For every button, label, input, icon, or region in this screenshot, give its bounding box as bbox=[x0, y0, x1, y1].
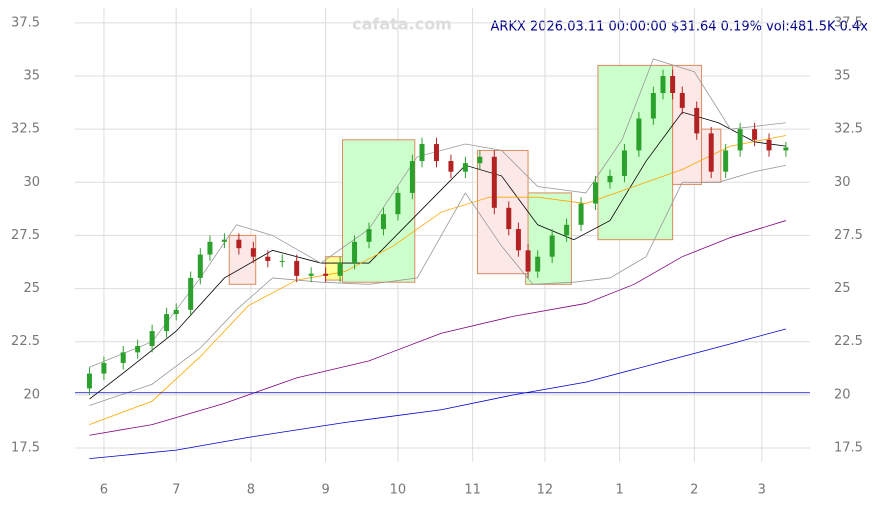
candle-body bbox=[135, 345, 141, 353]
y-tick-label: 20 bbox=[23, 387, 40, 402]
y-tick-label: 30 bbox=[23, 175, 40, 190]
indicator-line bbox=[89, 328, 787, 460]
candle-body bbox=[265, 256, 271, 261]
candle-body bbox=[737, 129, 743, 151]
candle-body bbox=[419, 144, 425, 162]
candle-body bbox=[221, 239, 227, 242]
candle-body bbox=[766, 139, 772, 151]
zone bbox=[525, 192, 572, 285]
candle-body bbox=[564, 224, 570, 236]
candle-body bbox=[578, 203, 584, 225]
candle-body bbox=[197, 254, 203, 278]
y-tick-label: 17.5 bbox=[834, 440, 863, 455]
candle-body bbox=[323, 273, 329, 276]
y-tick-label: 32.5 bbox=[11, 122, 40, 137]
candle-body bbox=[250, 248, 256, 257]
y-tick-label: 27.5 bbox=[11, 228, 40, 243]
indicator-line bbox=[89, 135, 786, 425]
x-tick-label: 12 bbox=[537, 483, 554, 498]
candle-body bbox=[694, 107, 700, 134]
candle-body bbox=[621, 150, 627, 176]
candle-body bbox=[448, 161, 454, 172]
candle-body bbox=[207, 241, 213, 255]
y-tick-label: 20 bbox=[834, 387, 851, 402]
candle-body bbox=[462, 163, 468, 172]
candle-body bbox=[173, 309, 179, 315]
watermark: cafata.com bbox=[352, 15, 452, 34]
candle-body bbox=[236, 239, 242, 249]
candle-body bbox=[783, 147, 789, 151]
y-tick-label: 25 bbox=[23, 281, 40, 296]
chart-title: ARKX 2026.03.11 00:00:00 $31.64 0.19% vo… bbox=[490, 20, 868, 35]
candle-body bbox=[366, 229, 372, 242]
x-tick-label: 3 bbox=[758, 483, 766, 498]
candle-body bbox=[636, 118, 642, 151]
x-tick-label: 8 bbox=[247, 483, 255, 498]
candle-body bbox=[593, 182, 599, 204]
zone bbox=[228, 234, 257, 285]
candle-body bbox=[294, 260, 300, 276]
candle-body bbox=[607, 175, 613, 183]
candle-body bbox=[506, 207, 512, 230]
y-tick-label: 37.5 bbox=[11, 15, 40, 30]
x-tick-label: 6 bbox=[100, 483, 108, 498]
candle-body bbox=[549, 235, 555, 257]
x-tick-label: 7 bbox=[172, 483, 180, 498]
zone bbox=[597, 64, 674, 241]
indicator-line bbox=[89, 220, 787, 436]
candle-body bbox=[477, 156, 483, 164]
y-tick-label: 22.5 bbox=[834, 334, 863, 349]
candle-body bbox=[679, 93, 685, 108]
x-tick-label: 10 bbox=[390, 483, 407, 498]
candle-body bbox=[308, 273, 314, 276]
indicator-line bbox=[89, 111, 786, 400]
candle-body bbox=[120, 352, 126, 363]
candle-body bbox=[409, 161, 415, 193]
candle-body bbox=[149, 331, 155, 346]
y-tick-label: 35 bbox=[23, 69, 40, 84]
y-tick-label: 25 bbox=[834, 281, 851, 296]
y-tick-label: 35 bbox=[834, 69, 851, 84]
candle-body bbox=[86, 373, 92, 389]
candle-body bbox=[708, 133, 714, 172]
indicator-line bbox=[89, 164, 786, 406]
y-tick-label: 22.5 bbox=[11, 334, 40, 349]
candle-body bbox=[433, 144, 439, 162]
y-tick-label: 27.5 bbox=[834, 228, 863, 243]
candle-body bbox=[380, 214, 386, 230]
x-tick-label: 2 bbox=[690, 483, 698, 498]
candle-body bbox=[535, 256, 541, 272]
candle-body bbox=[279, 260, 285, 262]
candle-body bbox=[491, 156, 497, 208]
candle-body bbox=[164, 314, 170, 332]
x-tick-label: 11 bbox=[464, 483, 481, 498]
candle-body bbox=[723, 150, 729, 172]
y-tick-label: 17.5 bbox=[11, 440, 40, 455]
candle-body bbox=[525, 250, 531, 272]
x-tick-label: 9 bbox=[321, 483, 329, 498]
y-tick-label: 30 bbox=[834, 175, 851, 190]
candle-body bbox=[752, 129, 758, 140]
y-tick-label: 37.5 bbox=[834, 15, 863, 30]
candle-body bbox=[352, 241, 358, 264]
candle-body bbox=[660, 76, 666, 94]
candle-body bbox=[670, 76, 676, 94]
candle-body bbox=[101, 362, 107, 374]
x-tick-label: 1 bbox=[615, 483, 623, 498]
candle-body bbox=[515, 229, 521, 251]
candle-body bbox=[188, 277, 194, 310]
candle-body bbox=[650, 93, 656, 119]
y-tick-label: 32.5 bbox=[834, 122, 863, 137]
candle-body bbox=[337, 263, 343, 276]
candle-body bbox=[395, 192, 401, 215]
